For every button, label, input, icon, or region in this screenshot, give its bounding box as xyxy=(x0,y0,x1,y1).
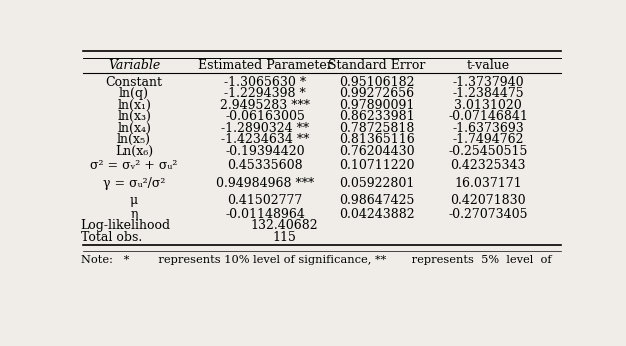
Text: 0.42325343: 0.42325343 xyxy=(451,159,526,172)
Text: 0.10711220: 0.10711220 xyxy=(339,159,414,172)
Text: 2.9495283 ***: 2.9495283 *** xyxy=(220,99,310,112)
Text: 0.99272656: 0.99272656 xyxy=(339,87,414,100)
Text: Variable: Variable xyxy=(108,59,160,72)
Text: η: η xyxy=(130,208,138,221)
Text: -0.01148964: -0.01148964 xyxy=(225,208,305,221)
Text: Standard Error: Standard Error xyxy=(328,59,425,72)
Text: 0.86233981: 0.86233981 xyxy=(339,110,414,123)
Text: Note:   *        represents 10% level of significance, **       represents  5%  : Note: * represents 10% level of signific… xyxy=(81,255,552,265)
Text: Total obs.: Total obs. xyxy=(81,231,142,244)
Text: 0.94984968 ***: 0.94984968 *** xyxy=(216,177,314,190)
Text: -0.06163005: -0.06163005 xyxy=(225,110,305,123)
Text: 0.76204430: 0.76204430 xyxy=(339,145,414,158)
Text: 0.04243882: 0.04243882 xyxy=(339,208,414,221)
Text: 0.45335608: 0.45335608 xyxy=(227,159,303,172)
Text: Ln(x₆): Ln(x₆) xyxy=(115,145,153,158)
Text: -1.2890324 **: -1.2890324 ** xyxy=(221,122,309,135)
Text: t-value: t-value xyxy=(466,59,510,72)
Text: μ: μ xyxy=(130,194,138,207)
Text: 0.05922801: 0.05922801 xyxy=(339,177,414,190)
Text: -1.2384475: -1.2384475 xyxy=(453,87,524,100)
Text: ln(x₅): ln(x₅) xyxy=(117,133,151,146)
Text: 16.037171: 16.037171 xyxy=(454,177,522,190)
Text: -1.6373693: -1.6373693 xyxy=(453,122,524,135)
Text: Estimated Parameter: Estimated Parameter xyxy=(198,59,332,72)
Text: ln(x₁): ln(x₁) xyxy=(117,99,151,112)
Text: Log-likelihood: Log-likelihood xyxy=(81,219,171,233)
Text: -0.25450515: -0.25450515 xyxy=(448,145,528,158)
Text: 0.78725818: 0.78725818 xyxy=(339,122,414,135)
Text: -1.3065630 *: -1.3065630 * xyxy=(224,76,306,89)
Text: -1.3737940: -1.3737940 xyxy=(453,76,524,89)
Text: Constant: Constant xyxy=(106,76,163,89)
Text: 115: 115 xyxy=(272,231,296,244)
Text: -0.19394420: -0.19394420 xyxy=(225,145,305,158)
Text: -1.2294398 *: -1.2294398 * xyxy=(224,87,306,100)
Text: 0.81365116: 0.81365116 xyxy=(339,133,414,146)
Text: 0.97890091: 0.97890091 xyxy=(339,99,414,112)
Text: -0.07146841: -0.07146841 xyxy=(448,110,528,123)
Text: 0.41502777: 0.41502777 xyxy=(227,194,302,207)
Text: ln(x₄): ln(x₄) xyxy=(117,122,151,135)
Text: ln(q): ln(q) xyxy=(119,87,149,100)
Text: -0.27073405: -0.27073405 xyxy=(448,208,528,221)
Text: 0.95106182: 0.95106182 xyxy=(339,76,414,89)
Text: -1.7494762: -1.7494762 xyxy=(453,133,524,146)
Text: -1.4234634 **: -1.4234634 ** xyxy=(221,133,309,146)
Text: σ² = σᵥ² + σᵤ²: σ² = σᵥ² + σᵤ² xyxy=(90,159,178,172)
Text: γ = σᵤ²/σ²: γ = σᵤ²/σ² xyxy=(103,177,165,190)
Text: ln(x₃): ln(x₃) xyxy=(117,110,151,123)
Text: 0.98647425: 0.98647425 xyxy=(339,194,414,207)
Text: 3.0131020: 3.0131020 xyxy=(454,99,522,112)
Text: 0.42071830: 0.42071830 xyxy=(450,194,526,207)
Text: 132.40682: 132.40682 xyxy=(250,219,318,233)
